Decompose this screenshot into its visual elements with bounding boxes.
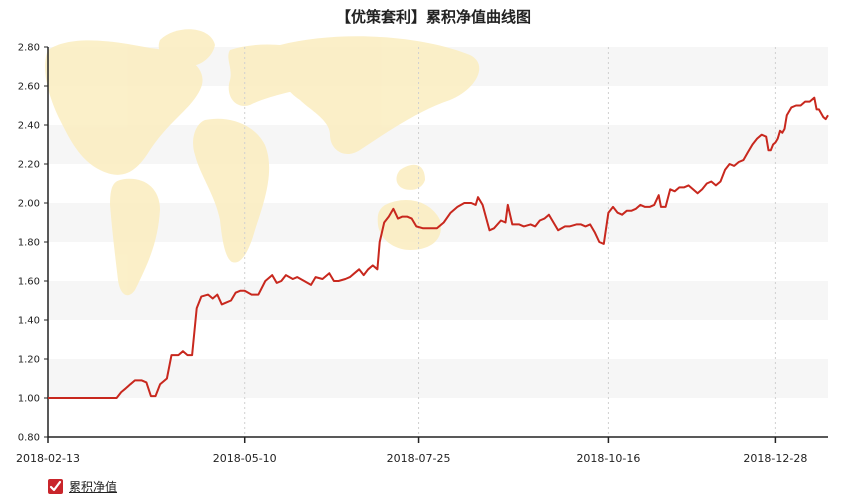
map-region-0 (45, 40, 203, 175)
y-tick-label: 2.80 (18, 43, 40, 54)
x-tick-label: 2018-10-16 (576, 452, 640, 465)
y-tick-label: 1.20 (18, 355, 40, 366)
x-tick-label: 2018-02-13 (16, 452, 80, 465)
x-tick-label: 2018-05-10 (213, 452, 277, 465)
x-axis-ticks: 2018-02-13 2018-05-10 2018-07-25 2018-10-16… (16, 437, 807, 465)
vertical-gridlines (244, 47, 776, 437)
y-tick-label: 2.20 (18, 160, 40, 171)
map-region-2 (158, 29, 215, 67)
band (48, 359, 828, 398)
y-tick-label: 1.60 (18, 277, 40, 288)
y-tick-label: 2.00 (18, 199, 40, 210)
map-region-6 (377, 200, 441, 250)
legend-label: 累积净值 (69, 479, 118, 494)
map-region-7 (396, 164, 425, 190)
chart-title: 【优策套利】累积净值曲线图 (335, 8, 531, 26)
y-tick-label: 1.40 (18, 316, 40, 327)
y-tick-label: 2.40 (18, 121, 40, 132)
y-axis-ticks: 0.80 1.00 1.20 1.40 1.60 1.80 2.00 2.20 2.40 2.60… (18, 43, 48, 444)
x-tick-label: 2018-12-28 (743, 452, 807, 465)
nav-series-line (48, 96, 829, 399)
map-region-1 (110, 178, 160, 296)
map-region-4 (276, 36, 480, 155)
band (48, 125, 828, 164)
y-tick-label: 1.80 (18, 238, 40, 249)
legend-item[interactable]: 累积净值 (48, 477, 117, 495)
x-tick-label: 2018-07-25 (387, 452, 451, 465)
checkbox-icon[interactable] (48, 478, 63, 494)
world-map-watermark (45, 29, 480, 296)
y-tick-label: 2.60 (18, 82, 40, 93)
band (48, 281, 828, 320)
y-tick-label: 1.00 (18, 394, 40, 405)
map-region-5 (193, 118, 270, 263)
y-tick-label: 0.80 (18, 433, 40, 444)
